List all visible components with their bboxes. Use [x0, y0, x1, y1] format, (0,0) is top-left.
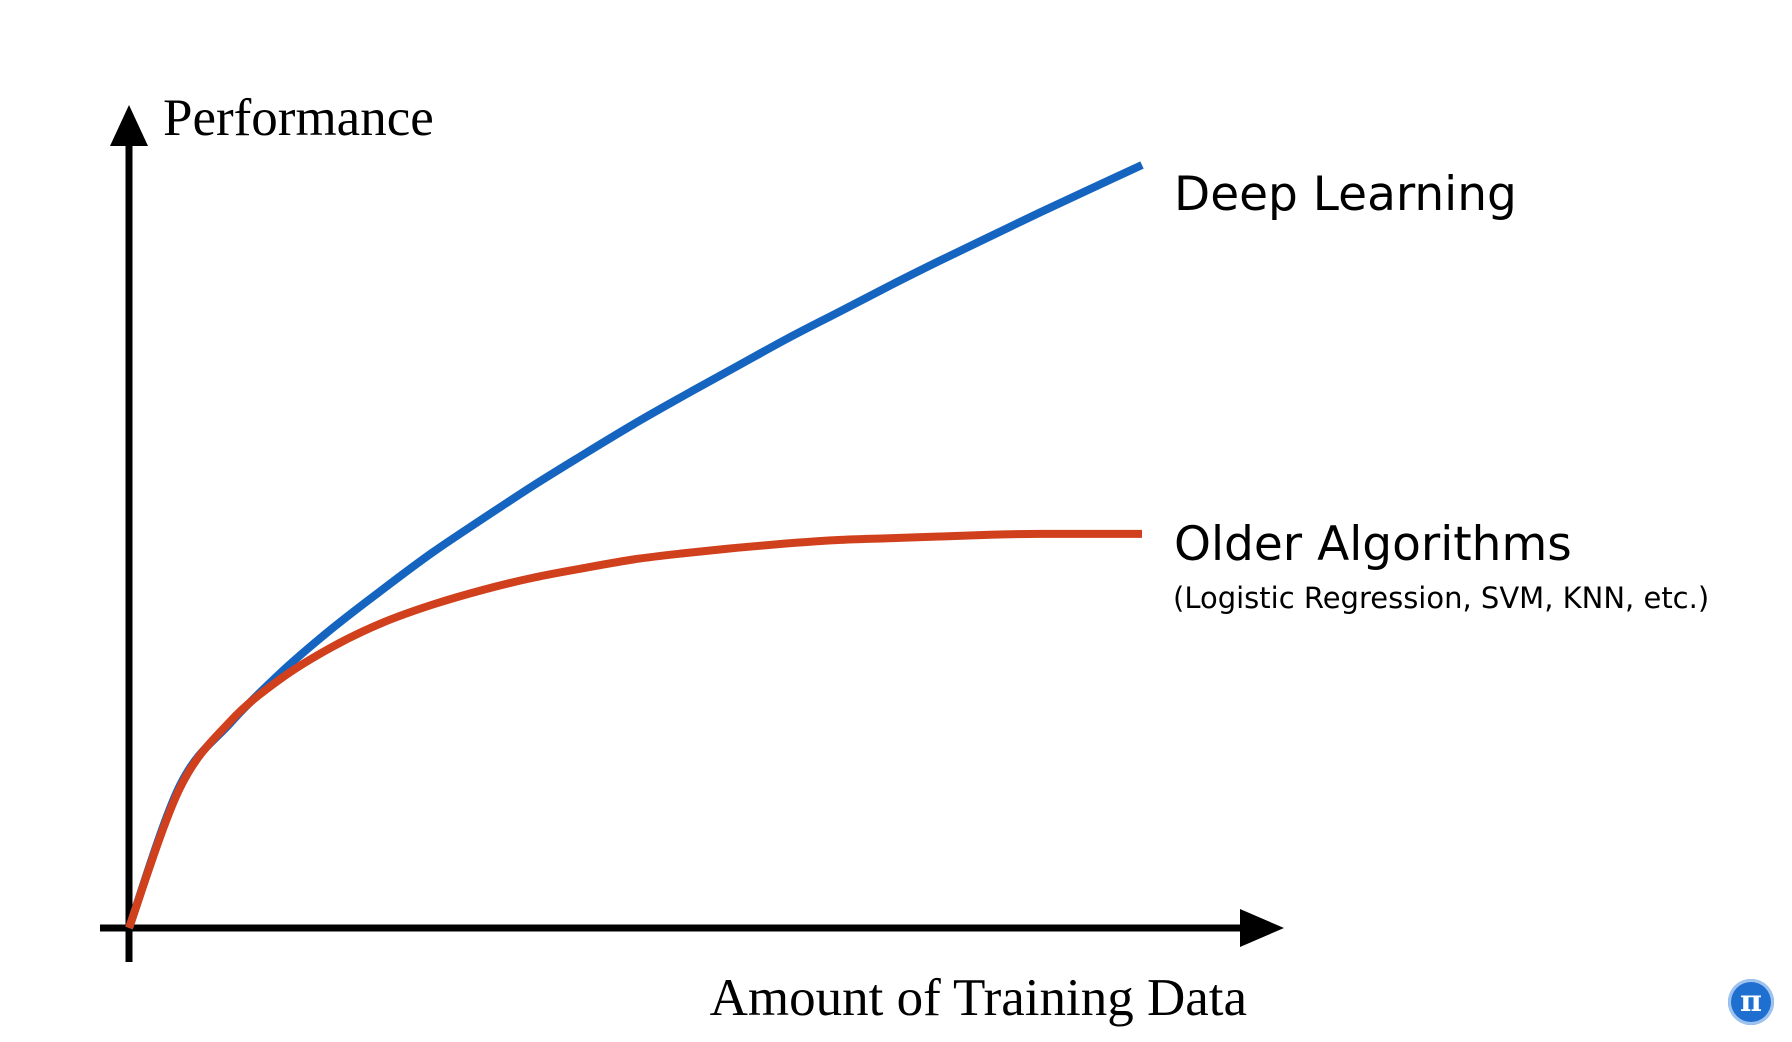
series-line-older-algorithms — [125, 529, 1142, 930]
y-axis-arrow — [110, 105, 148, 146]
series-layer — [125, 161, 1144, 930]
series-label-deep-learning: Deep Learning — [1174, 167, 1517, 222]
series-line-deep-learning — [125, 161, 1144, 930]
y-axis-label: Performance — [163, 89, 434, 147]
axes — [100, 105, 1284, 962]
series-label-older-algorithms: Older Algorithms — [1174, 517, 1572, 572]
series-sublabel-older-algorithms: (Logistic Regression, SVM, KNN, etc.) — [1173, 581, 1709, 615]
pi-glyph: π — [1740, 984, 1762, 1019]
x-axis-label: Amount of Training Data — [710, 969, 1247, 1027]
pi-icon[interactable]: π — [1728, 979, 1774, 1025]
x-axis-arrow — [1240, 909, 1284, 947]
